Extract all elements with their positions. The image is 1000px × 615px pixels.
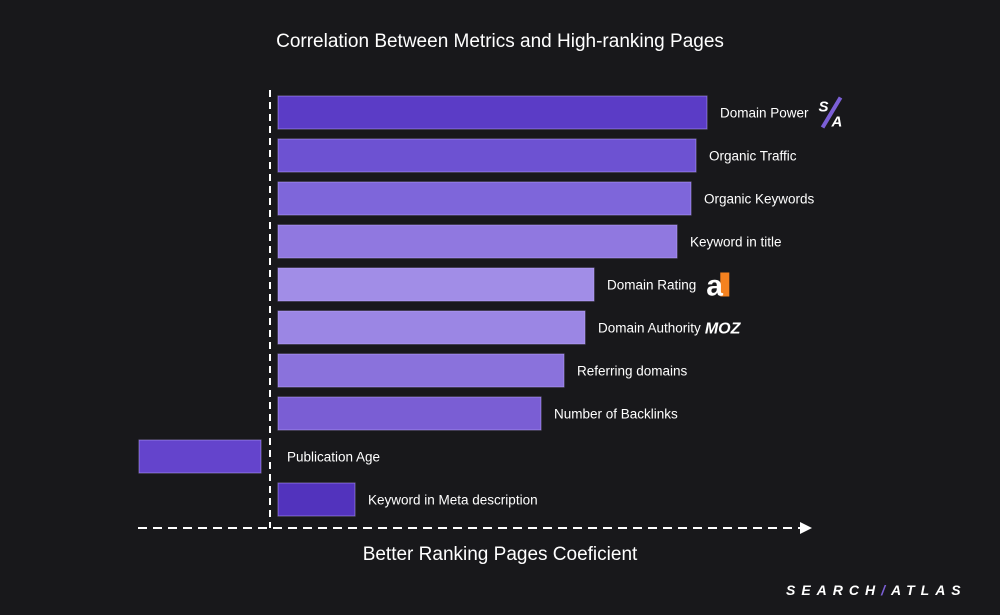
bar-label: Keyword in Meta description — [368, 493, 538, 508]
bar — [277, 95, 708, 130]
brand-left: SEARCH — [786, 582, 882, 598]
bar — [277, 138, 697, 173]
search-atlas-logo-icon: SA — [819, 96, 843, 131]
svg-text:a: a — [706, 270, 723, 303]
x-axis-arrow — [800, 522, 812, 534]
bar-label: Referring domains — [577, 364, 688, 379]
ahrefs-logo-icon: a — [706, 270, 730, 303]
bar — [277, 396, 542, 431]
x-axis-label: Better Ranking Pages Coeficient — [362, 544, 638, 565]
bar — [138, 439, 262, 474]
brand-right: ATLAS — [891, 582, 967, 598]
bar — [277, 181, 692, 216]
bar-label: Keyword in title — [690, 235, 782, 250]
moz-logo-icon: MOZ — [705, 321, 742, 338]
bar-label: Domain Authority — [598, 321, 701, 336]
svg-text:S: S — [819, 99, 829, 116]
brand-sep: / — [881, 582, 892, 598]
bar — [277, 482, 356, 517]
bar-label: Publication Age — [287, 450, 380, 465]
svg-text:A: A — [831, 114, 843, 131]
chart-title: Correlation Between Metrics and High-ran… — [276, 31, 724, 52]
bar-label: Organic Keywords — [704, 192, 815, 207]
bar-label: Number of Backlinks — [554, 407, 678, 422]
bar — [277, 353, 565, 388]
bar-label: Domain Power — [720, 106, 809, 121]
bar — [277, 310, 586, 345]
bar — [277, 267, 595, 302]
bar — [277, 224, 678, 259]
bar-label: Domain Rating — [607, 278, 696, 293]
search-atlas-brand: SEARCH/ATLAS — [786, 582, 967, 598]
bar-label: Organic Traffic — [709, 149, 797, 164]
